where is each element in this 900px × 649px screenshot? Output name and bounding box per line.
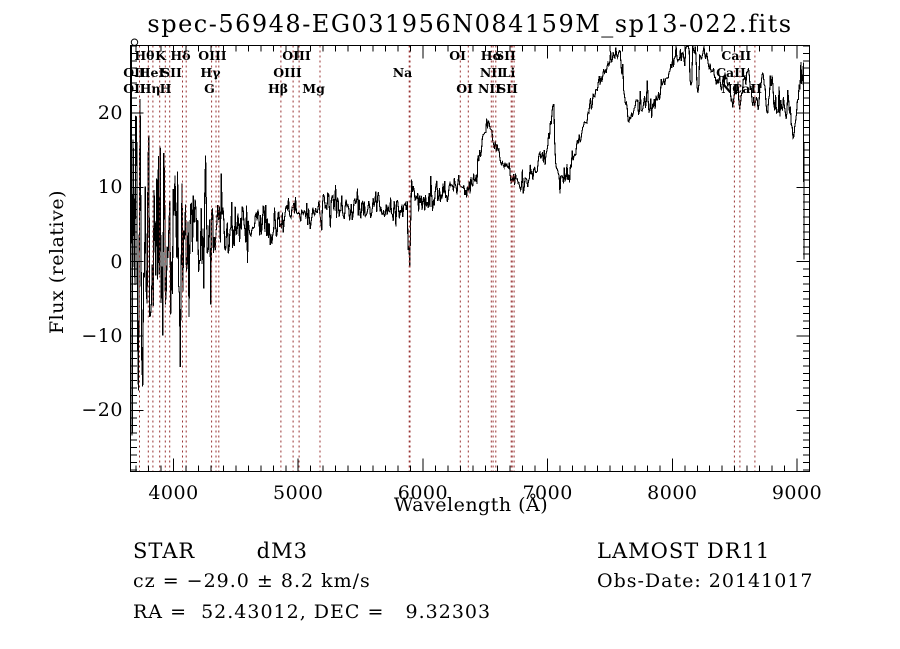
spectral-line-label: HeI <box>138 65 165 80</box>
spectral-line-label: OIII <box>273 65 302 80</box>
spectral-line-label: Hα <box>480 48 503 63</box>
radial-velocity-text: cz = −29.0 ± 8.2 km/s <box>133 570 371 592</box>
spectral-line-label: CaII <box>732 81 763 96</box>
x-tick-label: 7000 <box>522 482 573 504</box>
clipped-point-marker <box>130 38 139 46</box>
y-tick-label: 0 <box>110 250 123 273</box>
spectral-line-label: NII <box>477 81 502 96</box>
y-tick-label: −20 <box>81 399 123 422</box>
x-tick-label: 5000 <box>273 482 324 504</box>
spectral-line-label: H <box>159 81 172 96</box>
spectral-line-label: Hγ <box>200 65 221 80</box>
plot-frame <box>130 45 810 472</box>
spectral-line-label: Hβ <box>267 81 289 96</box>
y-tick-label: 20 <box>97 101 123 124</box>
y-tick-label: −10 <box>81 325 123 348</box>
spectral-line-label: OII <box>123 81 146 96</box>
spectral-line-label: OI <box>449 48 466 63</box>
spectral-line-label: OI <box>456 81 473 96</box>
spectral-line-label: CaII <box>721 48 752 63</box>
spectral-line-label: Na <box>392 65 413 80</box>
spectral-line-label: SII <box>495 48 516 63</box>
obs-date-text: Obs-Date: 20141017 <box>597 570 814 592</box>
spectral-line-label: Mg <box>302 81 325 96</box>
spectral-line-label: OIII <box>282 48 311 63</box>
x-tick-label: 8000 <box>647 482 698 504</box>
spectral-line-label: G <box>204 81 215 96</box>
spectral-line-label: K <box>155 48 166 63</box>
object-class-text: STAR dM3 <box>133 539 308 563</box>
spectral-line-label: SII <box>497 81 518 96</box>
x-tick-label: 9000 <box>771 482 823 504</box>
spectral-line-label: CaII <box>716 65 746 80</box>
spectral-line-label: Hη <box>139 81 161 96</box>
spectral-line-label: Hθ <box>134 48 155 63</box>
plot-title: spec-56948-EG031956N084159M_sp13-022.fit… <box>147 10 793 38</box>
y-axis-title: Flux (relative) <box>46 190 68 334</box>
spectral-line-label: SII <box>161 65 182 80</box>
x-tick-label: 4000 <box>148 482 199 504</box>
spectral-line-label: OII <box>123 65 146 80</box>
ra-dec-text: RA = 52.43012, DEC = 9.32303 <box>133 601 492 623</box>
spectrum-trace <box>129 45 805 436</box>
spectral-line-label: OIII <box>198 48 227 63</box>
x-tick-label: 6000 <box>397 482 449 504</box>
spectral-line-label: Hδ <box>170 48 191 63</box>
y-tick-label: 10 <box>97 176 123 199</box>
spectral-line-label: Li <box>501 65 516 80</box>
spectral-line-label: NII <box>479 65 503 80</box>
survey-release-text: LAMOST DR11 <box>597 539 771 563</box>
spectral-line-label: NI <box>721 81 739 96</box>
x-axis-title: Wavelength (Å) <box>393 494 549 516</box>
